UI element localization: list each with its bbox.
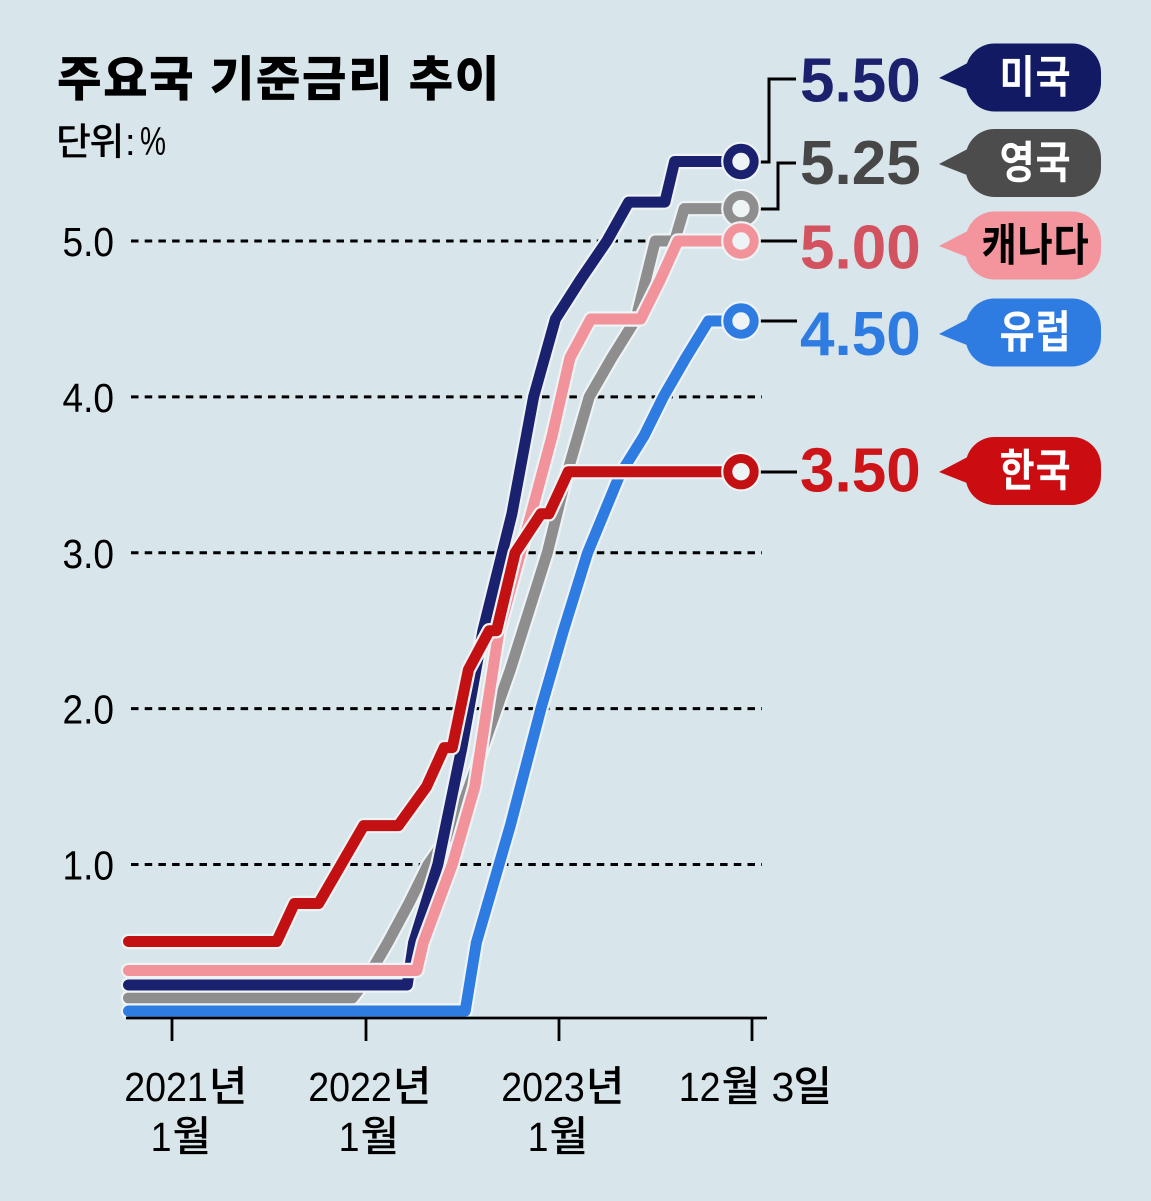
svg-text:2023: 2023 bbox=[501, 1064, 585, 1110]
svg-text:3.50: 3.50 bbox=[800, 437, 921, 506]
svg-text:1: 1 bbox=[528, 1114, 549, 1160]
svg-text:5.0: 5.0 bbox=[63, 219, 115, 265]
svg-text:5.00: 5.00 bbox=[800, 214, 921, 283]
svg-text::: : bbox=[125, 122, 136, 164]
svg-text:3: 3 bbox=[772, 1064, 795, 1110]
svg-text:4.0: 4.0 bbox=[63, 375, 115, 421]
svg-text:5.50: 5.50 bbox=[800, 47, 921, 116]
svg-text:1.0: 1.0 bbox=[63, 843, 115, 889]
svg-text:1: 1 bbox=[339, 1114, 360, 1160]
svg-text:1: 1 bbox=[151, 1114, 172, 1160]
svg-text:5.25: 5.25 bbox=[800, 129, 921, 198]
svg-text:%: % bbox=[140, 120, 166, 164]
svg-text:2022: 2022 bbox=[308, 1064, 392, 1110]
svg-text:4.50: 4.50 bbox=[800, 300, 921, 369]
svg-text:2021: 2021 bbox=[124, 1064, 208, 1110]
svg-text:2.0: 2.0 bbox=[63, 687, 115, 733]
svg-text:12: 12 bbox=[679, 1064, 721, 1110]
svg-text:3.0: 3.0 bbox=[63, 531, 115, 577]
